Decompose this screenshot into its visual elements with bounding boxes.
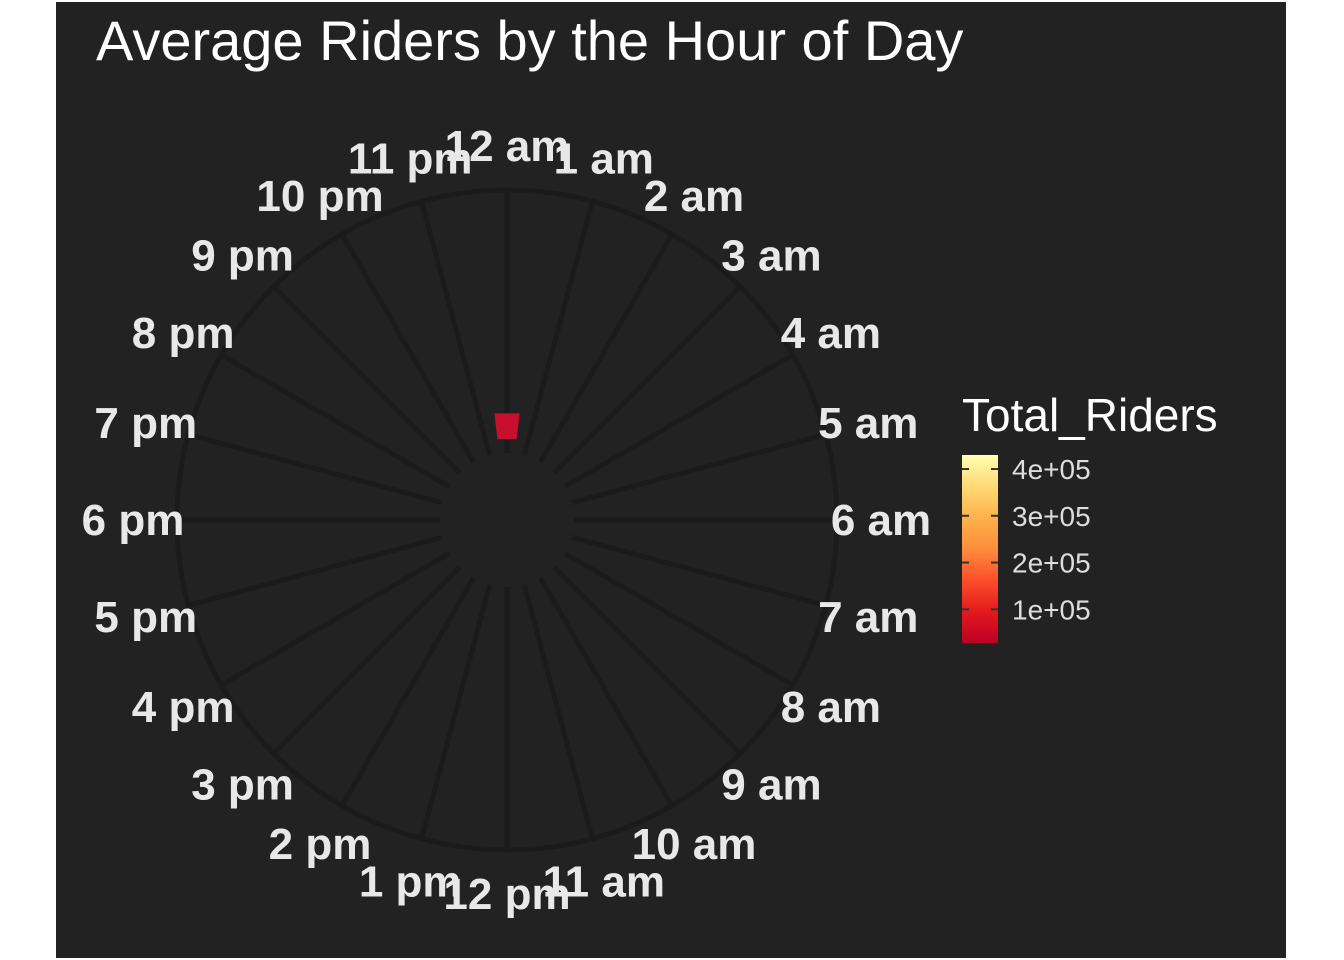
hour-label: 1 pm <box>359 857 462 906</box>
hour-label: 9 pm <box>191 232 294 281</box>
spoke-2 <box>538 232 675 464</box>
legend-tick-label: 3e+05 <box>1012 501 1091 532</box>
plot-panel <box>56 2 1286 958</box>
legend-colorbar <box>962 455 998 643</box>
hour-label: 4 am <box>781 309 881 358</box>
hour-label: 3 pm <box>191 760 294 809</box>
spoke-14 <box>339 576 476 808</box>
hour-label: 6 am <box>831 496 931 545</box>
hour-label: 11 am <box>543 857 665 906</box>
hour-label: 10 am <box>632 820 757 869</box>
hour-label: 1 am <box>554 135 654 184</box>
hour-label: 2 am <box>644 172 744 221</box>
spoke-5 <box>571 432 827 506</box>
legend-tick-label: 2e+05 <box>1012 548 1091 579</box>
chart-title: Average Riders by the Hour of Day <box>96 9 964 72</box>
spoke-8 <box>563 551 795 688</box>
hour-label: 12 pm <box>443 870 570 919</box>
hour-label: 3 am <box>721 232 821 281</box>
spoke-10 <box>538 576 675 808</box>
color-legend: 1e+05 2e+05 3e+05 4e+05 <box>962 454 1091 643</box>
hour-label: 5 am <box>818 399 918 448</box>
hour-label: 4 pm <box>132 683 235 732</box>
spoke-13 <box>419 584 493 840</box>
hour-label: 11 pm <box>348 135 473 184</box>
spoke-9 <box>552 565 743 756</box>
spoke-1 <box>521 200 595 456</box>
hour-label: 12 am <box>445 122 570 171</box>
hour-label: 8 am <box>781 683 881 732</box>
hour-label: 10 pm <box>256 172 383 221</box>
hour-label: 6 pm <box>82 496 185 545</box>
hour-label: 7 am <box>818 593 918 642</box>
polar-grid <box>174 187 840 853</box>
hour-label: 7 pm <box>94 399 197 448</box>
spoke-22 <box>339 232 476 464</box>
spoke-23 <box>419 200 493 456</box>
spoke-17 <box>187 534 443 608</box>
spoke-19 <box>187 432 443 506</box>
spoke-7 <box>571 534 827 608</box>
spoke-20 <box>219 352 451 489</box>
bar-12-am <box>494 413 520 440</box>
spoke-11 <box>521 584 595 840</box>
hour-label: 5 pm <box>94 593 197 642</box>
hour-label: 9 am <box>721 760 821 809</box>
spoke-21 <box>271 284 462 475</box>
spoke-15 <box>271 565 462 756</box>
legend-tick-label: 4e+05 <box>1012 454 1091 485</box>
legend-title: Total_Riders <box>962 389 1218 441</box>
hour-label: 2 pm <box>269 820 372 869</box>
spoke-3 <box>552 284 743 475</box>
spoke-16 <box>219 551 451 688</box>
spoke-4 <box>563 352 795 489</box>
bars <box>494 413 520 440</box>
hour-labels: 12 am1 am2 am 3 am 4 am 5 am 6 am 7 am 8 am 9 a… <box>82 122 932 919</box>
legend-tick-label: 1e+05 <box>1012 594 1091 625</box>
hour-label: 8 pm <box>132 309 235 358</box>
